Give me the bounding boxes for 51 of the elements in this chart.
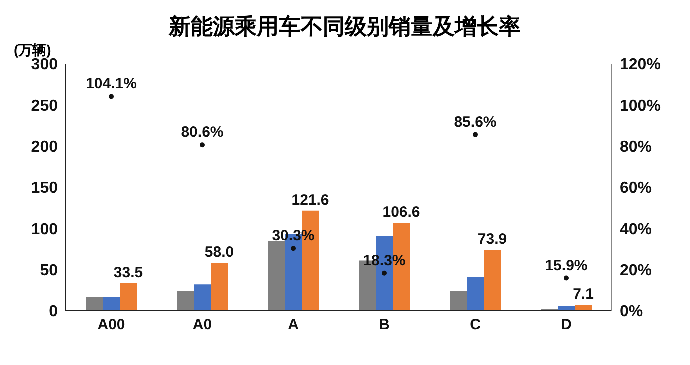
data-label: 121.6 [292,192,330,209]
point [200,142,205,148]
y-tick-label: 200 [31,139,58,156]
y2-tick-label: 80% [620,139,652,156]
data-label: 80.6% [181,124,224,142]
bar [86,297,104,311]
data-label: 7.1 [573,286,594,304]
point [473,132,478,138]
y-tick-label: 0 [49,304,58,321]
y2-tick-label: 0% [620,304,644,321]
bar [268,241,286,311]
x-tick-label: C [470,316,482,334]
y2-tick-label: 100% [620,98,661,115]
bar [103,297,120,311]
x-tick-label: B [379,316,390,334]
bar [467,277,484,311]
data-label: 15.9% [545,257,588,274]
data-label: 73.9 [478,231,508,248]
chart-title: 新能源乘用车不同级别销量及增长率 [169,14,521,39]
data-label: 30.3% [272,228,315,245]
data-label: 85.6% [454,114,497,131]
y-tick-label: 300 [31,56,58,74]
data-label: 104.1% [86,76,137,93]
bar [194,284,212,311]
bar [575,305,592,311]
data-label: 106.6 [382,204,420,222]
bar [558,306,576,311]
data-label: 58.0 [204,244,234,262]
y2-tick-label: 60% [620,180,652,198]
y-tick-label: 100 [31,221,58,238]
x-tick-label: A0 [192,316,212,334]
bar [120,283,138,311]
bar [450,291,468,311]
data-label: 33.5 [114,264,144,282]
y-tick-label: 250 [31,98,58,115]
y-axis-title: (万辆) [14,42,52,58]
y-tick-label: 50 [40,262,58,280]
point [291,246,296,252]
x-tick-label: A00 [98,316,126,334]
x-tick-label: A [288,316,300,334]
y-tick-label: 150 [31,180,58,198]
bar [211,263,228,311]
y2-tick-label: 120% [620,56,661,74]
point [382,270,387,276]
bar [484,250,502,311]
x-tick-label: D [561,316,572,334]
point [564,276,569,281]
y2-tick-label: 40% [620,221,652,238]
bar [177,291,194,311]
y2-tick-label: 20% [620,262,652,280]
point [109,94,114,100]
